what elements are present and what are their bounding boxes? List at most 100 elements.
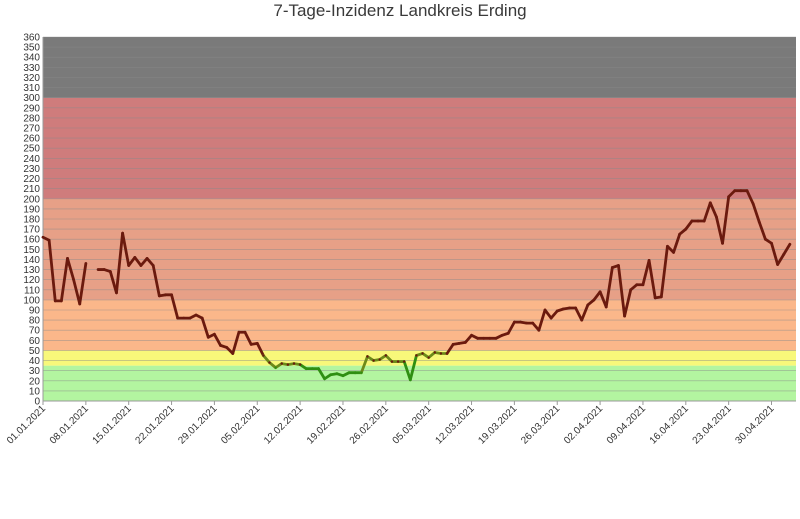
- y-tick-label: 80: [29, 316, 41, 327]
- data-point: [372, 359, 375, 362]
- y-tick-label: 210: [23, 184, 40, 195]
- x-tick-label: 29.01.2021: [176, 403, 219, 446]
- data-point: [176, 316, 179, 320]
- data-point: [739, 189, 743, 192]
- series-line-segment: [200, 316, 210, 339]
- y-tick-label: 250: [23, 144, 40, 155]
- data-point: [537, 329, 541, 332]
- band-0: [43, 365, 796, 401]
- y-tick-label: 180: [23, 215, 40, 226]
- data-point: [482, 337, 485, 340]
- data-point: [586, 303, 590, 307]
- x-tick-label: 26.02.2021: [348, 403, 391, 446]
- data-point: [764, 238, 767, 241]
- data-point: [605, 305, 608, 309]
- data-point: [311, 367, 314, 370]
- series-line-segment: [145, 257, 155, 267]
- y-tick-label: 60: [29, 336, 41, 347]
- y-tick-label: 350: [23, 43, 40, 54]
- data-point: [647, 259, 651, 262]
- series-line-segment: [464, 333, 473, 344]
- data-point: [782, 253, 785, 256]
- data-point: [690, 219, 694, 223]
- data-point: [139, 264, 143, 267]
- data-point: [445, 352, 449, 355]
- series-line-segment: [127, 256, 137, 267]
- data-point: [103, 268, 106, 271]
- y-tick-label: 110: [24, 285, 40, 296]
- data-point: [598, 290, 602, 293]
- data-point: [145, 257, 149, 260]
- data-point: [451, 343, 455, 346]
- x-tick-label: 01.01.2021: [5, 403, 48, 446]
- data-point: [580, 318, 583, 322]
- series-line-segment: [78, 262, 88, 306]
- data-point: [133, 256, 137, 259]
- data-point: [660, 295, 663, 299]
- y-tick-label: 270: [23, 124, 40, 135]
- series-line-segment: [121, 231, 131, 267]
- y-tick-label: 100: [23, 295, 40, 306]
- series-line-segment: [721, 195, 731, 245]
- data-point: [745, 189, 749, 192]
- data-point: [219, 344, 222, 347]
- data-point: [262, 354, 265, 357]
- data-point: [292, 362, 296, 365]
- y-tick-label: 0: [34, 397, 40, 408]
- y-tick-label: 30: [29, 366, 41, 377]
- data-point: [274, 366, 277, 369]
- data-point: [684, 227, 688, 231]
- y-tick-label: 290: [23, 103, 40, 114]
- series-line-segment: [139, 257, 149, 267]
- data-point: [151, 264, 155, 267]
- data-point: [433, 351, 437, 354]
- data-point: [366, 355, 369, 358]
- data-point: [243, 331, 247, 334]
- y-tick-label: 360: [23, 33, 40, 44]
- data-point: [335, 372, 339, 375]
- series-line-segment: [592, 290, 602, 302]
- data-point: [415, 354, 418, 357]
- x-tick-label: 15.01.2021: [91, 403, 134, 446]
- data-point: [788, 243, 792, 246]
- data-point: [439, 352, 443, 355]
- series-line-segment: [543, 308, 553, 320]
- data-point: [458, 342, 461, 345]
- y-tick-label: 170: [23, 225, 40, 236]
- data-point: [396, 360, 400, 363]
- x-tick-label: 19.03.2021: [476, 403, 519, 446]
- series-line-segment: [623, 288, 633, 318]
- data-point: [562, 307, 565, 311]
- data-point: [623, 314, 626, 318]
- series-line-segment: [408, 354, 418, 382]
- series-line-segment: [776, 252, 786, 266]
- band-1: [43, 350, 796, 366]
- data-point: [298, 363, 302, 366]
- series-line-segment: [506, 320, 516, 335]
- data-point: [721, 242, 724, 245]
- data-point: [476, 337, 479, 340]
- y-tick-label: 140: [23, 255, 40, 266]
- data-point: [66, 257, 69, 260]
- data-point: [672, 251, 675, 254]
- y-tick-label: 310: [23, 83, 40, 94]
- data-point: [525, 321, 528, 325]
- y-tick-label: 10: [29, 386, 41, 397]
- data-point: [249, 343, 253, 346]
- data-point: [556, 309, 559, 313]
- data-point: [194, 313, 198, 317]
- data-point: [549, 316, 553, 320]
- data-point: [96, 268, 100, 271]
- data-point: [280, 362, 283, 365]
- data-point: [60, 299, 63, 303]
- band-2: [43, 299, 796, 351]
- y-tick-label: 230: [23, 164, 40, 175]
- series-line-segment: [745, 189, 755, 206]
- series-line-segment: [72, 278, 82, 306]
- data-point: [341, 374, 345, 377]
- data-point: [574, 306, 577, 310]
- series-line-segment: [133, 256, 143, 267]
- data-point: [696, 219, 700, 223]
- series-line-segment: [170, 293, 180, 320]
- x-tick-label: 23.04.2021: [691, 403, 734, 446]
